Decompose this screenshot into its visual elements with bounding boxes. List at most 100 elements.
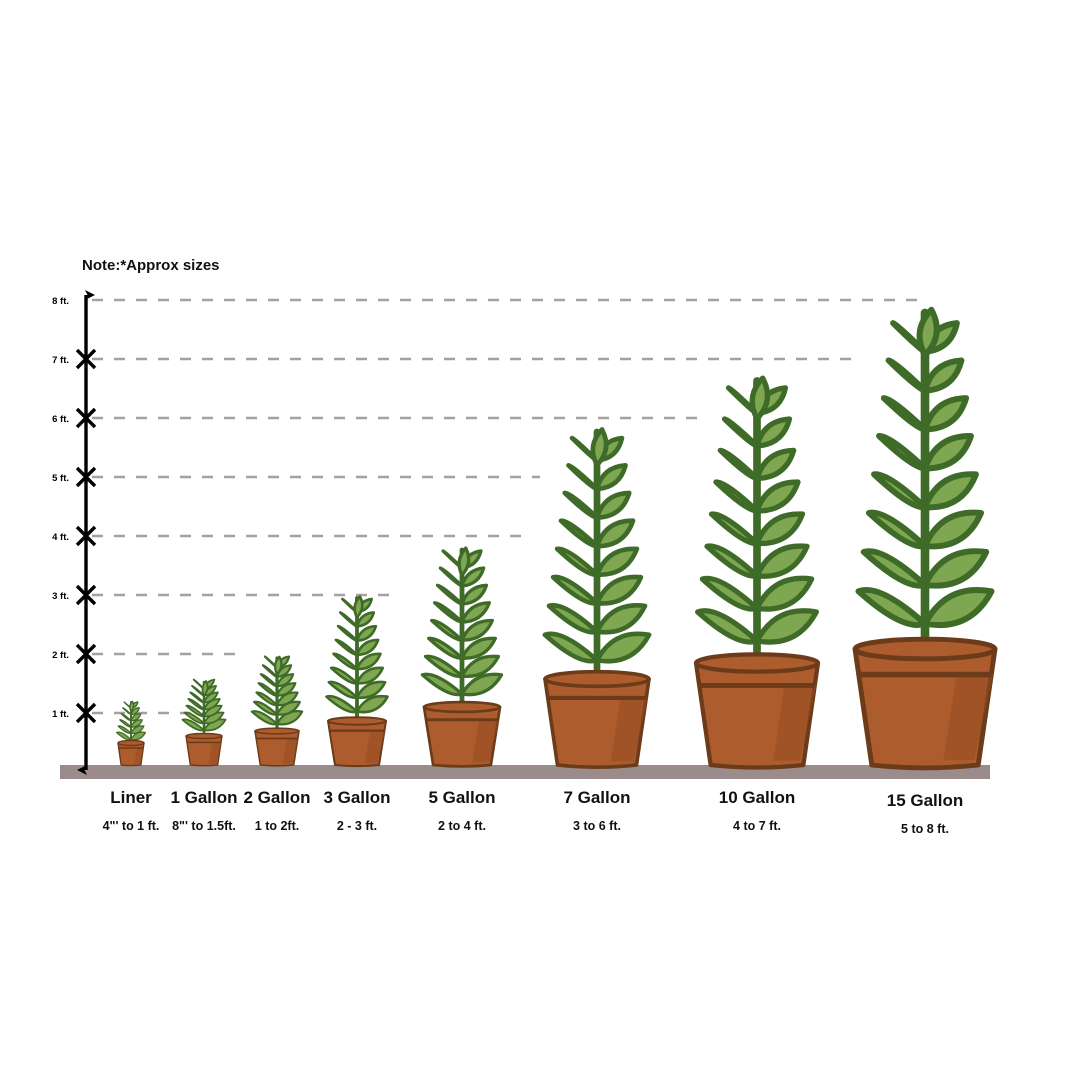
plant-10-gallon — [695, 375, 819, 673]
plant-1-gallon — [181, 678, 227, 744]
plant-leaf — [885, 357, 928, 394]
plant-leaf — [185, 704, 205, 718]
pot-2-gallon — [254, 727, 300, 767]
plant-leaf — [275, 710, 304, 726]
plant-leaf-terminal — [129, 700, 135, 712]
plant-leaf — [355, 638, 380, 657]
plant-leaf — [754, 447, 797, 482]
plant-leaf — [203, 718, 227, 732]
plant-leaf — [257, 682, 279, 697]
plant-leaf — [562, 490, 600, 520]
plant-leaf — [117, 725, 132, 735]
plant-leaf — [554, 546, 600, 577]
plant-leaf — [460, 672, 504, 697]
plant-leaf — [922, 471, 979, 511]
plant-leaf — [594, 631, 652, 664]
pot-3-gallon — [326, 716, 388, 768]
plant-leaf — [708, 511, 760, 547]
plant-leaf — [754, 608, 819, 645]
plant-leaf — [594, 463, 628, 492]
plant-leaf — [191, 685, 205, 697]
plant-leaf — [754, 575, 815, 612]
plant-leaf — [275, 673, 295, 688]
plant-leaf — [332, 652, 359, 671]
pot-rim — [543, 669, 651, 689]
plant-leaf — [865, 509, 928, 550]
plant-leaf — [922, 395, 970, 433]
plant-leaf — [255, 691, 279, 707]
plant-leaf — [334, 638, 359, 657]
plant-leaf — [275, 682, 297, 697]
plant-leaf — [922, 587, 995, 629]
plant-leaf — [122, 707, 132, 716]
plant-leaf — [754, 479, 801, 514]
plant-leaf-terminal — [273, 655, 283, 676]
plant-leaf — [275, 691, 299, 707]
ground-bar — [60, 765, 990, 779]
plant-leaf — [594, 546, 640, 577]
pot-rim — [852, 636, 998, 662]
pot-rim — [117, 739, 145, 747]
plant-leaf — [594, 490, 632, 520]
plant-leaf — [355, 624, 378, 642]
pot-rim — [326, 716, 388, 726]
size-range-10-gallon: 4 to 7 ft. — [733, 819, 781, 833]
pot-shading — [208, 742, 222, 764]
plant-leaf — [355, 611, 376, 628]
pot-shading — [943, 674, 993, 761]
plant-leaf — [120, 713, 132, 722]
plant-leaf — [250, 710, 279, 726]
axis-tick-cross — [75, 643, 97, 665]
axis-tick-cross — [75, 584, 97, 606]
axis-tick-label-7ft: 7 ft. — [52, 355, 69, 366]
plant-leaf — [713, 479, 760, 514]
pot-shading — [610, 697, 648, 762]
size-name-10-gallon: 10 Gallon — [719, 788, 796, 807]
plant-leaf — [754, 511, 806, 547]
plant-leaf — [438, 566, 464, 588]
plant-leaf — [115, 731, 132, 741]
note-label: Note:*Approx sizes — [82, 257, 220, 274]
axis-tick-label-5ft: 5 ft. — [52, 473, 69, 484]
pot-rim — [422, 700, 502, 714]
plant-leaf — [275, 700, 301, 716]
plant-leaf — [550, 574, 600, 606]
plant-leaf — [130, 713, 142, 722]
axis-tick-label-1ft: 1 ft. — [52, 709, 69, 720]
size-range-liner: 4"' to 1 ft. — [103, 819, 160, 833]
plant-leaf — [183, 711, 205, 725]
plant-leaf — [433, 601, 464, 624]
plant-leaf-terminal — [353, 595, 364, 619]
plant-leaf — [355, 666, 385, 685]
axis-tick-label-4ft: 4 ft. — [52, 532, 69, 543]
plant-15-gallon — [855, 306, 995, 660]
plant-leaf — [187, 698, 205, 711]
plant-leaf — [253, 700, 279, 716]
plant-leaf — [704, 543, 760, 579]
axis-tick-label-3ft: 3 ft. — [52, 591, 69, 602]
plant-leaf — [460, 566, 486, 588]
axis-tick-cross — [75, 466, 97, 488]
plant-leaf — [876, 433, 928, 472]
size-name-5-gallon: 5 Gallon — [428, 788, 495, 807]
plant-leaf — [460, 618, 494, 642]
plant-leaf — [355, 694, 389, 714]
plant-leaf — [558, 518, 600, 549]
plant-leaf — [338, 611, 359, 628]
pot-shading — [773, 685, 817, 761]
plant-leaf — [594, 602, 648, 635]
pot-liner — [117, 739, 145, 767]
pot-10-gallon — [693, 652, 821, 770]
plant-leaf — [325, 694, 359, 714]
plant-leaf — [435, 583, 464, 606]
axis-tick-cross — [75, 702, 97, 724]
plant-leaf — [542, 631, 600, 664]
axis-tick-label-6ft: 6 ft. — [52, 414, 69, 425]
plant-leaf — [880, 395, 928, 433]
plant-leaf — [420, 672, 464, 697]
plant-leaf-terminal — [749, 375, 771, 422]
axis-tick-cross — [75, 407, 97, 429]
plant-leaf — [594, 574, 644, 606]
plant-leaf — [717, 447, 760, 482]
